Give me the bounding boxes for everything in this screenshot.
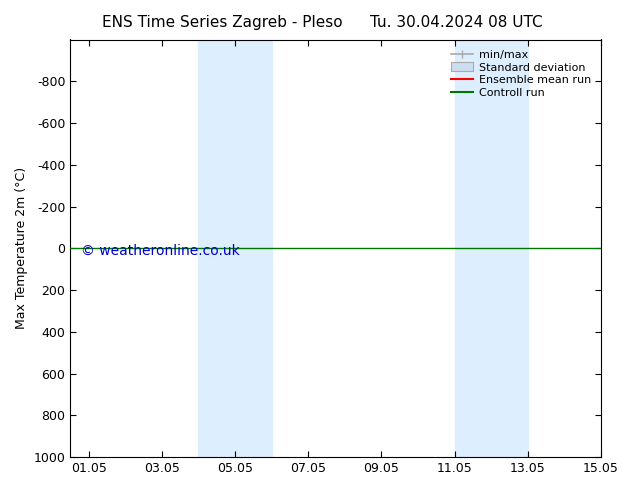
Legend: min/max, Standard deviation, Ensemble mean run, Controll run: min/max, Standard deviation, Ensemble me… bbox=[446, 45, 595, 103]
Text: Tu. 30.04.2024 08 UTC: Tu. 30.04.2024 08 UTC bbox=[370, 15, 543, 30]
Text: ENS Time Series Zagreb - Pleso: ENS Time Series Zagreb - Pleso bbox=[101, 15, 342, 30]
Y-axis label: Max Temperature 2m (°C): Max Temperature 2m (°C) bbox=[15, 167, 28, 329]
Bar bbox=[198, 40, 271, 457]
Bar bbox=[455, 40, 528, 457]
Text: © weatheronline.co.uk: © weatheronline.co.uk bbox=[81, 244, 240, 257]
